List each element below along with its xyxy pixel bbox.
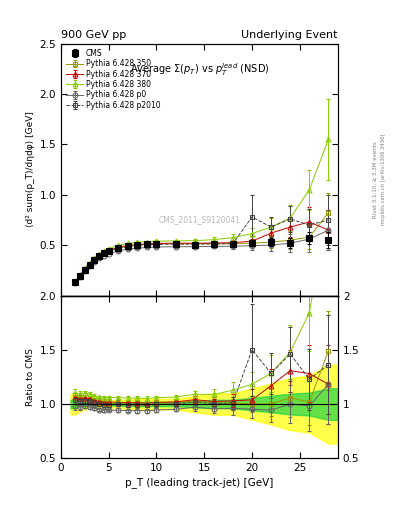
Text: 900 GeV pp: 900 GeV pp	[61, 30, 126, 40]
Text: Rivet 3.1.10, ≥ 3.3M events: Rivet 3.1.10, ≥ 3.3M events	[373, 141, 378, 218]
Y-axis label: Ratio to CMS: Ratio to CMS	[26, 348, 35, 406]
Text: Underlying Event: Underlying Event	[241, 30, 338, 40]
Text: mcplots.cern.ch [arXiv:1306.3436]: mcplots.cern.ch [arXiv:1306.3436]	[381, 134, 386, 225]
X-axis label: p_T (leading track-jet) [GeV]: p_T (leading track-jet) [GeV]	[125, 477, 274, 488]
Legend: CMS, Pythia 6.428 350, Pythia 6.428 370, Pythia 6.428 380, Pythia 6.428 p0, Pyth: CMS, Pythia 6.428 350, Pythia 6.428 370,…	[65, 47, 162, 111]
Y-axis label: ⟨d² sum(p_T)/dηdφ⟩ [GeV]: ⟨d² sum(p_T)/dηdφ⟩ [GeV]	[26, 112, 35, 227]
Text: Average $\Sigma(p_T)$ vs $p_T^{lead}$ (NSD): Average $\Sigma(p_T)$ vs $p_T^{lead}$ (N…	[130, 61, 269, 78]
Text: CMS_2011_S9120041: CMS_2011_S9120041	[158, 216, 241, 224]
